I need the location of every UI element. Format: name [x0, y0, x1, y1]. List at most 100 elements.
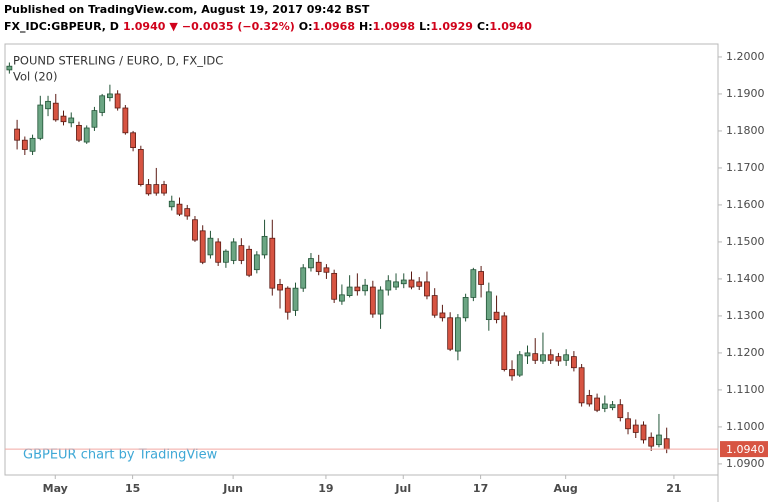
candle-body: [29, 137, 36, 152]
y-tick-label: 1.1700: [726, 161, 765, 174]
plot-frame: [4, 43, 719, 476]
candle-body: [540, 354, 546, 362]
candle-body: [354, 286, 361, 292]
candle-body: [253, 254, 260, 271]
candle-body: [199, 230, 206, 263]
candle-body: [83, 127, 90, 143]
candle-body: [292, 287, 299, 311]
candle-body: [284, 287, 291, 313]
candle-body: [14, 128, 20, 141]
candle-body: [493, 311, 500, 321]
x-tick-label: 21: [666, 482, 681, 495]
candle-body: [454, 317, 461, 352]
x-tick-label: May: [43, 482, 68, 495]
candle-body: [230, 241, 237, 261]
candle-body: [447, 317, 454, 350]
candle-body: [478, 271, 484, 285]
candle-body: [431, 295, 438, 316]
candle-body: [308, 258, 314, 269]
candle-body: [192, 219, 198, 241]
candle-body: [462, 297, 469, 319]
candle-body: [632, 424, 639, 433]
candle-body: [609, 404, 616, 409]
candle-body: [524, 352, 531, 357]
candle-body: [393, 281, 399, 288]
x-tick-label: Aug: [554, 482, 578, 495]
candle-body: [76, 124, 82, 141]
symbol: FX_IDC:GBPEUR, D: [4, 20, 119, 33]
candle-body: [246, 248, 252, 276]
x-tick-label: 17: [473, 482, 488, 495]
candle-body: [377, 289, 384, 315]
candle-body: [269, 237, 276, 289]
y-tick-label: 1.1200: [726, 346, 765, 359]
ohlc-item: C:1.0940: [477, 18, 532, 36]
candle-body: [261, 235, 268, 256]
candle-body: [45, 100, 51, 110]
candle-body: [516, 354, 523, 376]
candle-body: [485, 291, 492, 321]
candle-body: [656, 434, 662, 446]
candle-body: [416, 281, 423, 287]
published: Published on TradingView.com, August 19,…: [4, 3, 370, 16]
candle-body: [176, 203, 183, 215]
candle-body: [385, 280, 392, 291]
candle-body: [161, 184, 167, 194]
candle-body: [369, 286, 376, 315]
candle-body: [509, 369, 515, 377]
candle-body: [52, 102, 59, 121]
ohlc-key: O:: [298, 20, 313, 33]
candle-body: [362, 284, 368, 292]
candle-body: [617, 404, 624, 419]
ohlc-key: C:: [476, 20, 490, 33]
candle-body: [439, 312, 446, 319]
last: 1.0940: [122, 20, 166, 33]
candle-body: [570, 356, 577, 369]
candle-body: [501, 315, 508, 370]
y-tick-label: 1.1600: [726, 198, 765, 211]
candle-body: [338, 294, 345, 302]
symbol-line: FX_IDC:GBPEUR, D 1.0940 ▼ −0.0035 (−0.32…: [4, 18, 532, 36]
ohlc-item: O:1.0968: [299, 18, 355, 36]
candle-body: [563, 354, 570, 361]
y-tick-label: 1.1900: [726, 87, 765, 100]
candle-body: [346, 286, 353, 296]
last-price-box: [720, 441, 768, 458]
candle-body: [184, 208, 191, 217]
candle-body: [91, 110, 98, 128]
x-tick-label: Jun: [222, 482, 243, 495]
candle-body: [215, 241, 222, 263]
candle-body: [130, 132, 136, 148]
candle-body: [145, 184, 152, 195]
ohlc-key: L:: [419, 20, 431, 33]
candle-body: [137, 149, 144, 185]
ohlc-key: H:: [359, 20, 373, 33]
chart-title: POUND STERLING / EURO, D, FX_IDC: [13, 54, 223, 68]
candle-body: [60, 115, 67, 123]
ohlc-value: 1.0929: [430, 20, 473, 33]
candle-body: [578, 367, 585, 404]
y-tick-label: 1.1000: [726, 420, 765, 433]
ohlc: O:1.0968 H:1.0998 L:1.0929 C:1.0940: [299, 18, 532, 36]
candle-body: [331, 272, 338, 300]
candle-body: [532, 353, 539, 361]
candle-body: [21, 139, 28, 150]
x-tick-label: Jul: [394, 482, 411, 495]
candle-body: [222, 250, 229, 263]
candle-body: [68, 117, 75, 124]
candle-body: [6, 65, 13, 71]
y-tick-label: 1.1400: [726, 272, 765, 285]
ohlc-value: 1.0968: [312, 20, 355, 33]
candle-body: [99, 95, 106, 113]
candle-body: [122, 107, 129, 134]
ohlc-value: 1.0998: [372, 20, 416, 33]
candle-body: [153, 184, 160, 194]
y-tick-label: 1.0900: [726, 457, 765, 470]
candle-body: [547, 354, 554, 361]
change: −0.0035 (−0.32%): [181, 20, 295, 33]
y-tick-label: 1.1300: [726, 309, 765, 322]
candle-body: [555, 356, 562, 362]
down-icon: ▼: [169, 20, 178, 33]
